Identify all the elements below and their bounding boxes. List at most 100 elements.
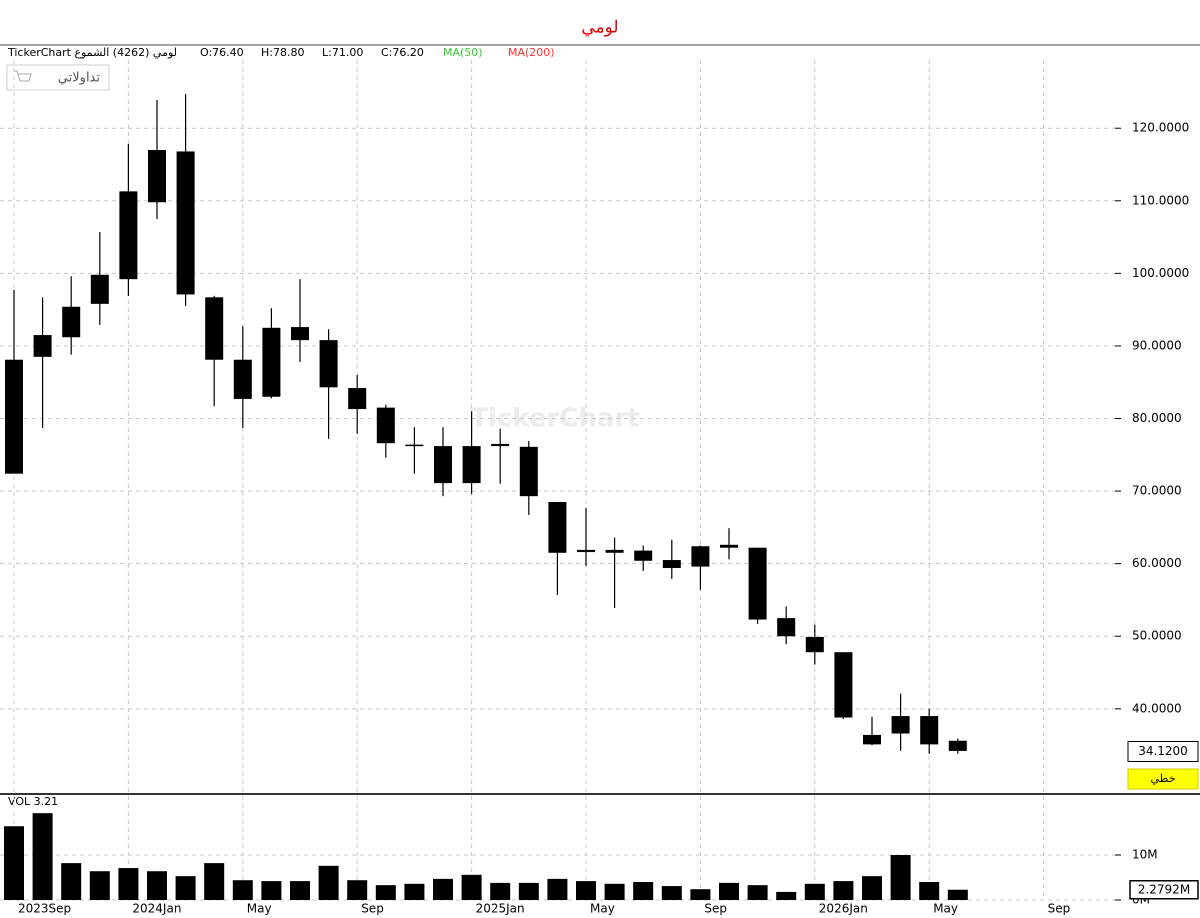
ticker-label: TickerChart لومي (4262) الشموع: [7, 46, 177, 59]
candle-body: [119, 191, 138, 280]
candle-body: [577, 549, 595, 553]
candle-body: [634, 550, 653, 561]
volume-bar: [318, 865, 339, 901]
x-tick-label: May: [933, 902, 958, 916]
volume-bar: [32, 813, 53, 901]
candle-body: [863, 734, 881, 745]
info-open: O:76.40: [200, 46, 244, 59]
volume-bar: [118, 868, 139, 901]
volume-title: VOL 3.21: [8, 795, 58, 808]
volume-bar: [147, 871, 167, 901]
candle-body: [348, 388, 367, 410]
volume-bar: [4, 826, 24, 901]
x-tick-label: 2025Jan: [476, 902, 525, 916]
volume-bar: [518, 882, 539, 901]
volume-bar: [690, 889, 711, 901]
button-frame[interactable]: [6, 64, 110, 91]
candle-body: [605, 549, 624, 553]
y-tick-label: 120.0000: [1132, 121, 1189, 135]
x-tick-label: Sep: [1048, 902, 1071, 916]
candle-body: [920, 716, 939, 745]
volume-bar: [661, 886, 682, 901]
volume-bar: [833, 881, 854, 901]
volume-bar: [261, 881, 282, 901]
ma-label: MA(200): [508, 46, 555, 59]
y-tick-label: 60.0000: [1132, 556, 1182, 570]
y-tick-label: 90.0000: [1132, 338, 1182, 352]
volume-bar: [604, 883, 625, 901]
volume-bar: [433, 878, 453, 901]
volume-bar: [290, 881, 310, 901]
candle-body: [948, 740, 967, 751]
volume-bar: [776, 891, 797, 901]
candle-body: [748, 547, 767, 620]
volume-bar: [919, 882, 940, 901]
ma-label: MA(50): [443, 46, 483, 59]
y-tick-label: 100.0000: [1132, 266, 1189, 280]
info-high: H:78.80: [261, 46, 304, 59]
volume-bar: [347, 880, 368, 901]
candle-body: [662, 560, 681, 569]
candle-body: [376, 407, 395, 444]
candle-body: [462, 446, 481, 484]
y-tick-label: 110.0000: [1132, 193, 1189, 207]
volume-bar: [804, 883, 825, 901]
volume-bar: [490, 882, 511, 901]
info-close: C:76.20: [381, 46, 424, 59]
candle-body: [233, 359, 252, 399]
candle-body: [805, 636, 824, 653]
y-tick-label: 80.0000: [1132, 411, 1182, 425]
chart-title: لومي: [581, 18, 618, 38]
line-button[interactable]: خطي: [1127, 768, 1199, 790]
last-volume-label: 2.2792M: [1138, 882, 1190, 896]
candle-body: [434, 446, 452, 484]
y-tick-label: 40.0000: [1132, 701, 1182, 715]
volume-bar: [461, 874, 482, 901]
volume-bar: [862, 876, 882, 901]
candle-body: [834, 652, 853, 718]
candle-body: [519, 446, 538, 497]
volume-bar: [404, 883, 425, 901]
x-tick-label: May: [247, 902, 272, 916]
volume-bar: [204, 863, 225, 901]
x-tick-label: 2026Jan: [819, 902, 868, 916]
volume-bar: [947, 889, 968, 901]
volume-bar: [747, 885, 768, 901]
candle-body: [205, 297, 224, 360]
candle-body: [5, 359, 23, 474]
button-frame[interactable]: [1127, 768, 1199, 790]
last-price-label: 34.1200: [1138, 744, 1188, 758]
candle-body: [90, 274, 109, 304]
cart-icon: [14, 70, 32, 82]
trades-button[interactable]: تداولاتي: [6, 64, 110, 91]
volume-bar: [547, 878, 568, 901]
candle-body: [148, 149, 166, 203]
candle-body: [291, 327, 309, 341]
candle-body: [262, 327, 281, 397]
volume-bar: [633, 882, 654, 901]
trades-button-label[interactable]: تداولاتي: [58, 71, 101, 86]
candle-body: [720, 544, 738, 548]
x-tick-label: 2023Sep: [18, 902, 71, 916]
volume-bar: [719, 882, 739, 901]
x-tick-label: 2024Jan: [132, 902, 181, 916]
candle-body: [491, 443, 510, 447]
x-tick-label: May: [590, 902, 615, 916]
y-tick-label: 10M: [1132, 848, 1158, 862]
candle-body: [33, 335, 52, 357]
line-button-label[interactable]: خطي: [1151, 772, 1176, 785]
candle-body: [176, 151, 195, 295]
volume-bar: [890, 855, 911, 901]
last-price-box: [1127, 740, 1199, 762]
y-tick-label: 50.0000: [1132, 629, 1182, 643]
last-volume-box: [1129, 880, 1199, 900]
x-tick-label: Sep: [704, 902, 727, 916]
candle-body: [891, 716, 910, 734]
volume-bar: [375, 885, 396, 901]
candle-body: [777, 618, 796, 637]
volume-bar: [232, 880, 253, 901]
x-tick-label: Sep: [361, 902, 384, 916]
candle-body: [691, 546, 710, 567]
